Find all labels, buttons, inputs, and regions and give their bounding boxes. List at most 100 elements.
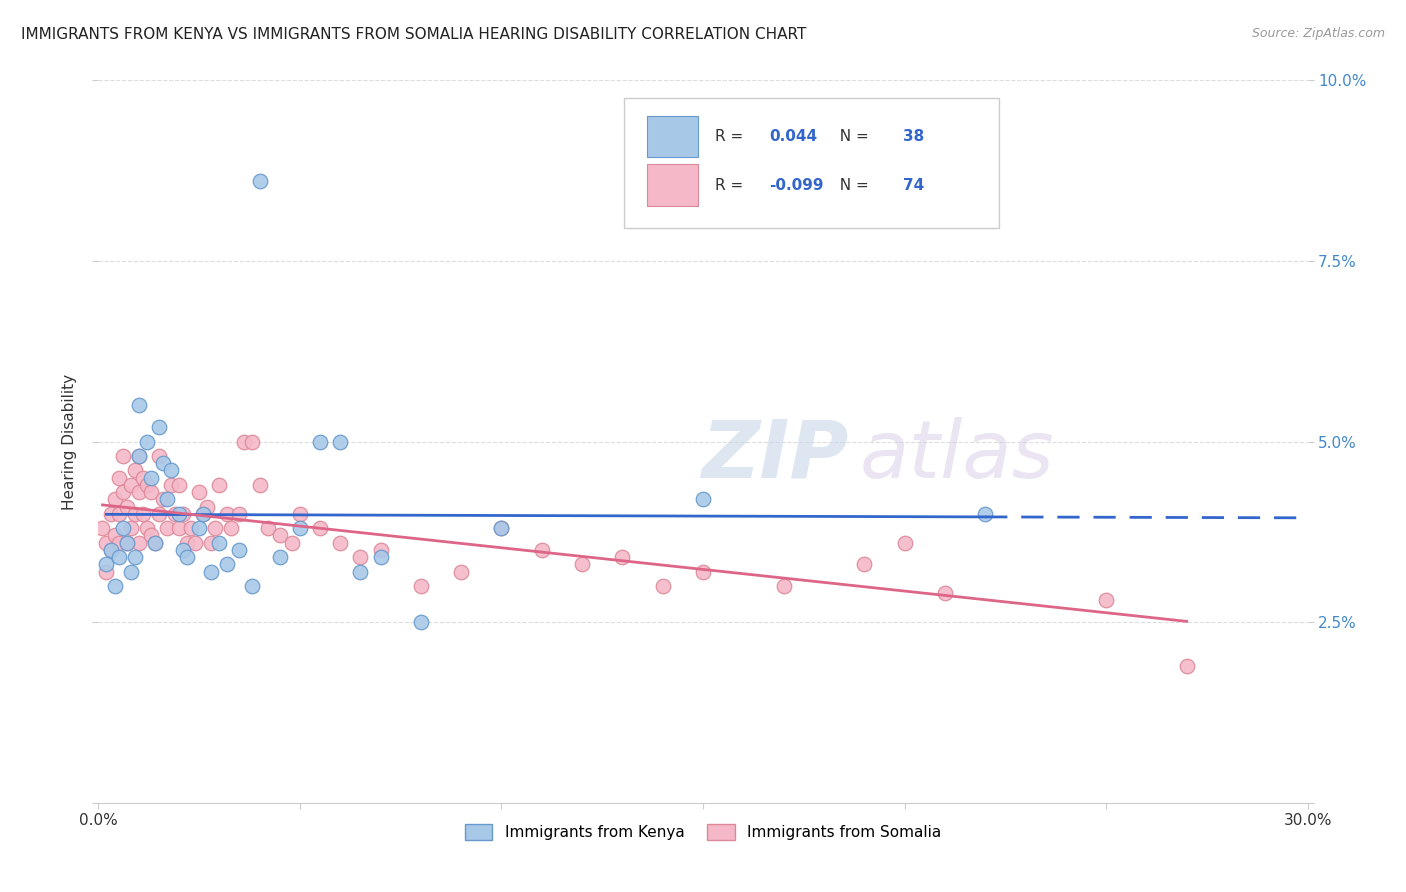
Point [156, 521, 179, 535]
Point [204, 521, 226, 535]
Point [491, 521, 513, 535]
Point [128, 535, 150, 549]
Point [148, 449, 170, 463]
Point [370, 542, 392, 557]
Point [228, 507, 250, 521]
Point [208, 535, 231, 549]
Text: R =: R = [716, 178, 748, 193]
Point [139, 471, 162, 485]
Point [530, 542, 553, 557]
Point [249, 478, 271, 492]
FancyBboxPatch shape [647, 164, 699, 206]
Text: atlas: atlas [860, 417, 1054, 495]
Point [180, 521, 202, 535]
Point [115, 500, 138, 514]
Point [143, 535, 166, 549]
Point [200, 535, 222, 549]
Point [217, 507, 239, 521]
Point [208, 478, 231, 492]
Point [772, 579, 794, 593]
Point [193, 507, 215, 521]
Point [100, 507, 122, 521]
Point [111, 485, 134, 500]
Point [96, 558, 118, 572]
Point [329, 434, 352, 449]
Y-axis label: Hearing Disability: Hearing Disability [62, 374, 77, 509]
Point [107, 471, 129, 485]
Point [124, 550, 146, 565]
Point [96, 535, 118, 549]
Point [107, 535, 129, 549]
Point [172, 507, 194, 521]
Point [96, 565, 118, 579]
Point [135, 478, 157, 492]
Point [1095, 593, 1118, 607]
Text: -0.099: -0.099 [769, 178, 824, 193]
Text: ZIP: ZIP [700, 417, 848, 495]
Point [200, 565, 222, 579]
Text: R =: R = [716, 129, 748, 145]
Point [163, 507, 186, 521]
Point [349, 565, 371, 579]
Point [111, 521, 134, 535]
Point [240, 434, 263, 449]
Point [128, 449, 150, 463]
Point [853, 558, 876, 572]
Point [329, 535, 352, 549]
Point [115, 535, 138, 549]
Point [309, 434, 332, 449]
Point [135, 521, 157, 535]
Point [152, 492, 174, 507]
Point [100, 542, 122, 557]
Text: IMMIGRANTS FROM KENYA VS IMMIGRANTS FROM SOMALIA HEARING DISABILITY CORRELATION : IMMIGRANTS FROM KENYA VS IMMIGRANTS FROM… [21, 27, 807, 42]
Point [184, 535, 207, 549]
Point [111, 449, 134, 463]
Point [103, 492, 125, 507]
Point [409, 615, 432, 630]
Point [450, 565, 472, 579]
Point [193, 507, 215, 521]
Point [232, 434, 254, 449]
Point [188, 521, 211, 535]
Point [370, 550, 392, 565]
Point [103, 528, 125, 542]
Point [934, 586, 956, 600]
Point [281, 535, 304, 549]
Point [128, 398, 150, 412]
Point [139, 485, 162, 500]
Point [269, 550, 291, 565]
Point [240, 579, 263, 593]
Point [288, 521, 311, 535]
Point [651, 579, 673, 593]
Point [156, 492, 179, 507]
Point [221, 521, 243, 535]
Point [269, 528, 291, 542]
Point [571, 558, 593, 572]
Point [176, 535, 198, 549]
Point [160, 478, 183, 492]
Point [172, 542, 194, 557]
Point [124, 463, 146, 477]
Point [188, 485, 211, 500]
Point [893, 535, 915, 549]
Point [120, 478, 142, 492]
Point [217, 558, 239, 572]
FancyBboxPatch shape [624, 98, 1000, 228]
Point [288, 507, 311, 521]
Text: 74: 74 [903, 178, 924, 193]
Point [107, 550, 129, 565]
Text: N =: N = [830, 178, 873, 193]
Point [167, 521, 190, 535]
Text: Source: ZipAtlas.com: Source: ZipAtlas.com [1251, 27, 1385, 40]
Point [349, 550, 371, 565]
Point [143, 535, 166, 549]
Point [612, 550, 634, 565]
Point [124, 507, 146, 521]
Point [148, 420, 170, 434]
Point [132, 471, 155, 485]
Point [148, 507, 170, 521]
Point [309, 521, 332, 535]
Point [249, 174, 271, 188]
Point [491, 521, 513, 535]
Point [91, 521, 114, 535]
